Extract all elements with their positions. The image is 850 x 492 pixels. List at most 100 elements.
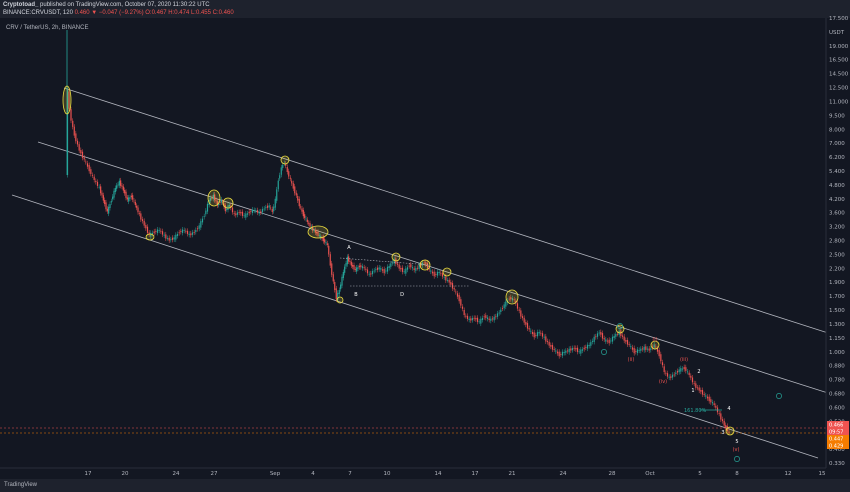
candle-body	[390, 263, 392, 267]
wave-circle-marker	[617, 323, 623, 329]
candle-body	[316, 232, 318, 234]
price-tick-label: 0.600	[829, 405, 845, 411]
candle-body	[279, 175, 281, 179]
candle-body	[630, 346, 632, 347]
candle-body	[195, 230, 197, 232]
candle-body	[186, 230, 189, 234]
candle-body	[610, 340, 612, 342]
candle-body	[218, 203, 220, 205]
candle-body	[289, 177, 291, 179]
highlight-ellipse	[505, 289, 519, 305]
candle-body	[493, 316, 495, 321]
candle-body	[185, 230, 187, 232]
price-tick-label: 12.500	[829, 86, 849, 92]
candle-body	[661, 362, 664, 366]
candle-body	[426, 263, 429, 269]
price-tick-label: 14.500	[829, 72, 849, 78]
fib-label: 161.80%	[684, 408, 706, 414]
candle-body	[386, 266, 389, 272]
candle-body	[720, 413, 722, 420]
highlight-ellipse	[442, 267, 452, 277]
candle-body	[400, 268, 402, 270]
candle-body	[288, 171, 290, 177]
candle-body	[163, 234, 165, 236]
wave-label: 5	[735, 439, 738, 445]
candles	[66, 30, 730, 435]
author-name[interactable]: Cryptotoad_	[3, 2, 39, 8]
candle-body	[265, 207, 267, 209]
candle-body	[671, 374, 674, 378]
candle-body	[349, 261, 351, 263]
time-axis[interactable]: 17 20 24 27 Sep 4 7 10 14 17 21 24 28 Oct 5 8 12 15	[0, 467, 826, 477]
candle-body	[475, 318, 477, 320]
candle-body	[156, 229, 159, 233]
candle-body	[438, 272, 440, 273]
tradingview-logo[interactable]: TradingView	[4, 482, 38, 488]
candle-body	[590, 342, 592, 346]
candle-body	[420, 264, 422, 266]
price-tick-label: 5.400	[829, 169, 845, 175]
candle-body	[133, 200, 135, 202]
candle-body	[611, 336, 614, 342]
candle-body	[561, 351, 564, 356]
candle-body	[354, 269, 356, 270]
price-axis-bg	[826, 18, 850, 468]
candle-body	[410, 264, 412, 268]
candle-body	[95, 180, 97, 183]
candle-body	[286, 167, 288, 172]
candle-body	[635, 351, 637, 352]
candle-body	[297, 196, 299, 201]
price-tag-label: 0.447	[829, 437, 843, 443]
wave-label: (ii)	[628, 357, 635, 363]
candle-body	[623, 336, 625, 341]
candle-body	[710, 399, 712, 403]
candle-body	[324, 239, 326, 243]
candle-body	[90, 169, 92, 174]
symbol-line: BINANCE:CRVUSDT, 120	[3, 10, 73, 16]
price-axis[interactable]: 17.500 USDT 19.000 16.500 14.500 12.500 11.000…	[825, 16, 850, 468]
candle-body	[518, 309, 520, 311]
candle-body	[430, 270, 432, 272]
price-tick-label: 6.200	[829, 155, 845, 161]
candle-body	[248, 211, 250, 214]
candle-body	[308, 222, 310, 224]
price-tag	[827, 421, 849, 428]
candle-body	[445, 276, 447, 281]
candle-body	[670, 376, 672, 378]
candle-body	[309, 223, 311, 227]
candle-body	[294, 186, 296, 194]
candle-body	[683, 367, 685, 370]
wave-label: A	[347, 245, 351, 251]
candle-body	[408, 265, 410, 267]
candle-body	[328, 245, 330, 255]
candle-body	[388, 266, 390, 268]
price-tick-label: 4.800	[829, 183, 845, 189]
time-tick-label: 28	[609, 471, 616, 477]
candle-body	[535, 335, 537, 336]
candle-body	[235, 213, 237, 216]
price-tick-label: 0.400	[829, 447, 845, 453]
price-tick-label: 0.880	[829, 364, 845, 370]
candle-body	[405, 268, 407, 274]
candle-body	[285, 163, 287, 166]
candle-body	[261, 209, 264, 213]
candle-body	[270, 207, 272, 209]
candle-body	[78, 144, 80, 151]
candle-body	[83, 157, 85, 160]
candle-body	[340, 284, 342, 290]
candle-body	[613, 336, 615, 338]
candle-body	[150, 232, 152, 237]
candle-body	[331, 263, 333, 275]
candle-body	[456, 293, 459, 297]
candle-body	[215, 199, 217, 202]
wave-label: D	[400, 292, 404, 298]
candle-body	[233, 213, 235, 215]
candle-body	[640, 348, 642, 351]
candle-body	[86, 163, 89, 167]
candle-body	[696, 387, 699, 389]
candle-body	[528, 328, 530, 330]
candle-body	[496, 313, 499, 317]
candle-body	[175, 234, 177, 240]
candle-body	[314, 229, 316, 233]
